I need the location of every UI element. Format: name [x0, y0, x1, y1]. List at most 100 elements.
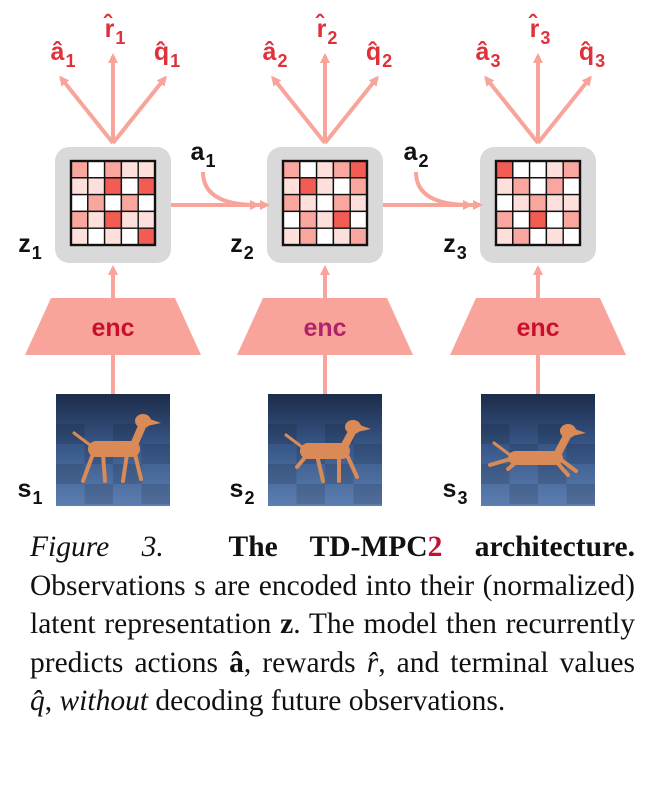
latent-cell	[103, 210, 123, 229]
dog-tail	[284, 433, 304, 449]
latent-cell	[282, 210, 301, 229]
encoder-label: enc	[303, 314, 346, 342]
dog-snout	[357, 424, 371, 432]
dog-neck	[340, 428, 357, 449]
floor-tile	[566, 444, 595, 464]
latent-cell	[299, 177, 318, 196]
latent-cell	[545, 193, 564, 213]
latent-cell	[87, 210, 106, 229]
latent-cell	[87, 177, 106, 196]
latent-cell	[495, 160, 514, 179]
dog-neck	[130, 422, 147, 447]
floor-tile	[353, 444, 382, 464]
a-hat-label-3: â3	[476, 38, 501, 71]
floor-tile	[113, 464, 142, 484]
latent-cell	[120, 227, 139, 246]
latent-cell	[545, 227, 564, 246]
latent-cell	[70, 210, 89, 229]
latent-cell	[299, 227, 318, 246]
latent-cell	[70, 177, 89, 196]
latent-cell	[282, 227, 301, 246]
latent-cell	[315, 210, 335, 229]
latent-cell	[87, 160, 106, 179]
symbol-z: z	[280, 608, 294, 640]
state-label-2: s2	[230, 475, 255, 508]
latent-cell	[512, 177, 531, 196]
latent-cell	[87, 227, 106, 246]
scene-background	[481, 394, 595, 506]
latent-cell	[70, 193, 89, 213]
floor-tile	[84, 484, 113, 504]
latent-cell	[528, 227, 548, 246]
transition-1: a1	[171, 138, 270, 210]
figure-caption: Figure 3. The TD-MPC2 architecture. Obse…	[30, 531, 636, 717]
floor-tile	[353, 484, 382, 504]
head-arrow	[271, 75, 327, 145]
latent-cell	[332, 193, 351, 213]
observation-image	[481, 394, 595, 506]
dog-leg	[345, 453, 359, 479]
title-accent: 2	[427, 531, 443, 563]
latent-cell	[70, 227, 89, 246]
latent-grid-border	[69, 159, 157, 247]
latent-cell	[332, 160, 351, 179]
latent-label-2: z2	[230, 230, 254, 263]
dog-leg	[506, 457, 522, 471]
latent-cell	[512, 160, 531, 179]
latent-cell	[315, 177, 335, 196]
latent-cell	[103, 227, 123, 246]
dog-leg	[121, 452, 129, 483]
dog-leg	[552, 457, 570, 477]
r-hat-label-3: r̂3	[528, 13, 550, 48]
dog-tail	[72, 431, 92, 447]
latent-cell	[562, 160, 581, 179]
latent-cell	[120, 160, 139, 179]
transition-2: a2	[383, 138, 483, 210]
floor-tile	[141, 484, 170, 504]
latent-cell	[495, 210, 514, 229]
word-without: without	[59, 685, 149, 717]
q-hat-label-1: q̂1	[154, 38, 180, 71]
head-arrow	[484, 75, 540, 145]
encoder-block	[25, 298, 201, 355]
latent-cell	[349, 227, 368, 246]
dog-leg	[133, 452, 143, 481]
state-label-3: s3	[443, 475, 468, 508]
floor-tile	[481, 464, 510, 484]
latent-cell	[103, 177, 123, 196]
dog-leg	[101, 452, 107, 483]
latent-cell	[315, 227, 335, 246]
head-arrow	[111, 75, 167, 145]
dog-leg	[488, 457, 512, 467]
latent-cell	[528, 177, 548, 196]
latent-cell	[545, 210, 564, 229]
floor-tile	[509, 484, 538, 504]
latent-cell	[137, 177, 156, 196]
head-arrow	[59, 75, 115, 145]
a-hat-label-1: â1	[51, 38, 76, 71]
dog-tail	[492, 441, 512, 457]
figure-label: Figure 3.	[30, 531, 164, 563]
latent-grid-border	[494, 159, 582, 247]
architecture-diagram: â1 r̂1 q̂1 z1 enc s1 â2 r̂2 q̂2 z2 enc s2 â3 r̂3 q̂…	[18, 13, 626, 508]
symbol-s: s	[194, 569, 206, 602]
latent-cell	[315, 193, 335, 213]
latent-cell	[562, 193, 581, 213]
latent-cell	[528, 193, 548, 213]
head-arrow	[323, 75, 379, 145]
latent-cell	[70, 160, 89, 179]
observation-image	[268, 394, 382, 506]
state-label-1: s1	[18, 475, 43, 508]
dog-leg	[81, 452, 95, 483]
floor-tile	[56, 424, 85, 444]
latent-cell	[282, 177, 301, 196]
symbol-r-hat: r̂	[366, 646, 379, 679]
latent-cell	[562, 210, 581, 229]
encoder-label: enc	[516, 314, 559, 342]
floor-tile	[56, 464, 85, 484]
latent-cell	[120, 210, 139, 229]
latent-cell	[299, 193, 318, 213]
latent-label-1: z1	[18, 230, 42, 263]
dog-neck	[553, 432, 572, 457]
latent-cell	[512, 227, 531, 246]
